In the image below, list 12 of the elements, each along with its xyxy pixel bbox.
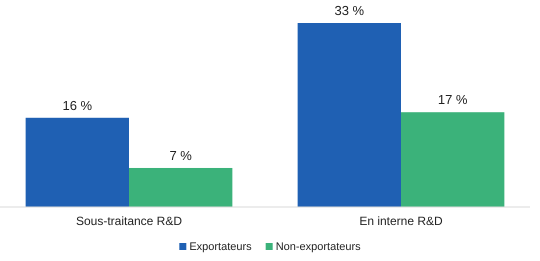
bar: [129, 168, 232, 207]
bar: [26, 118, 129, 207]
legend-label: Non-exportateurs: [276, 241, 362, 253]
data-label: 33 %: [334, 3, 365, 18]
data-label: 7 %: [169, 148, 192, 163]
legend-label: Exportateurs: [189, 241, 252, 253]
x-tick-label: En interne R&D: [359, 214, 444, 228]
bar: [401, 112, 504, 207]
data-label: 17 %: [438, 92, 468, 108]
data-label: 16 %: [62, 98, 93, 113]
bar: [298, 23, 401, 207]
x-tick-label: Sous-traitance R&D: [76, 214, 182, 228]
